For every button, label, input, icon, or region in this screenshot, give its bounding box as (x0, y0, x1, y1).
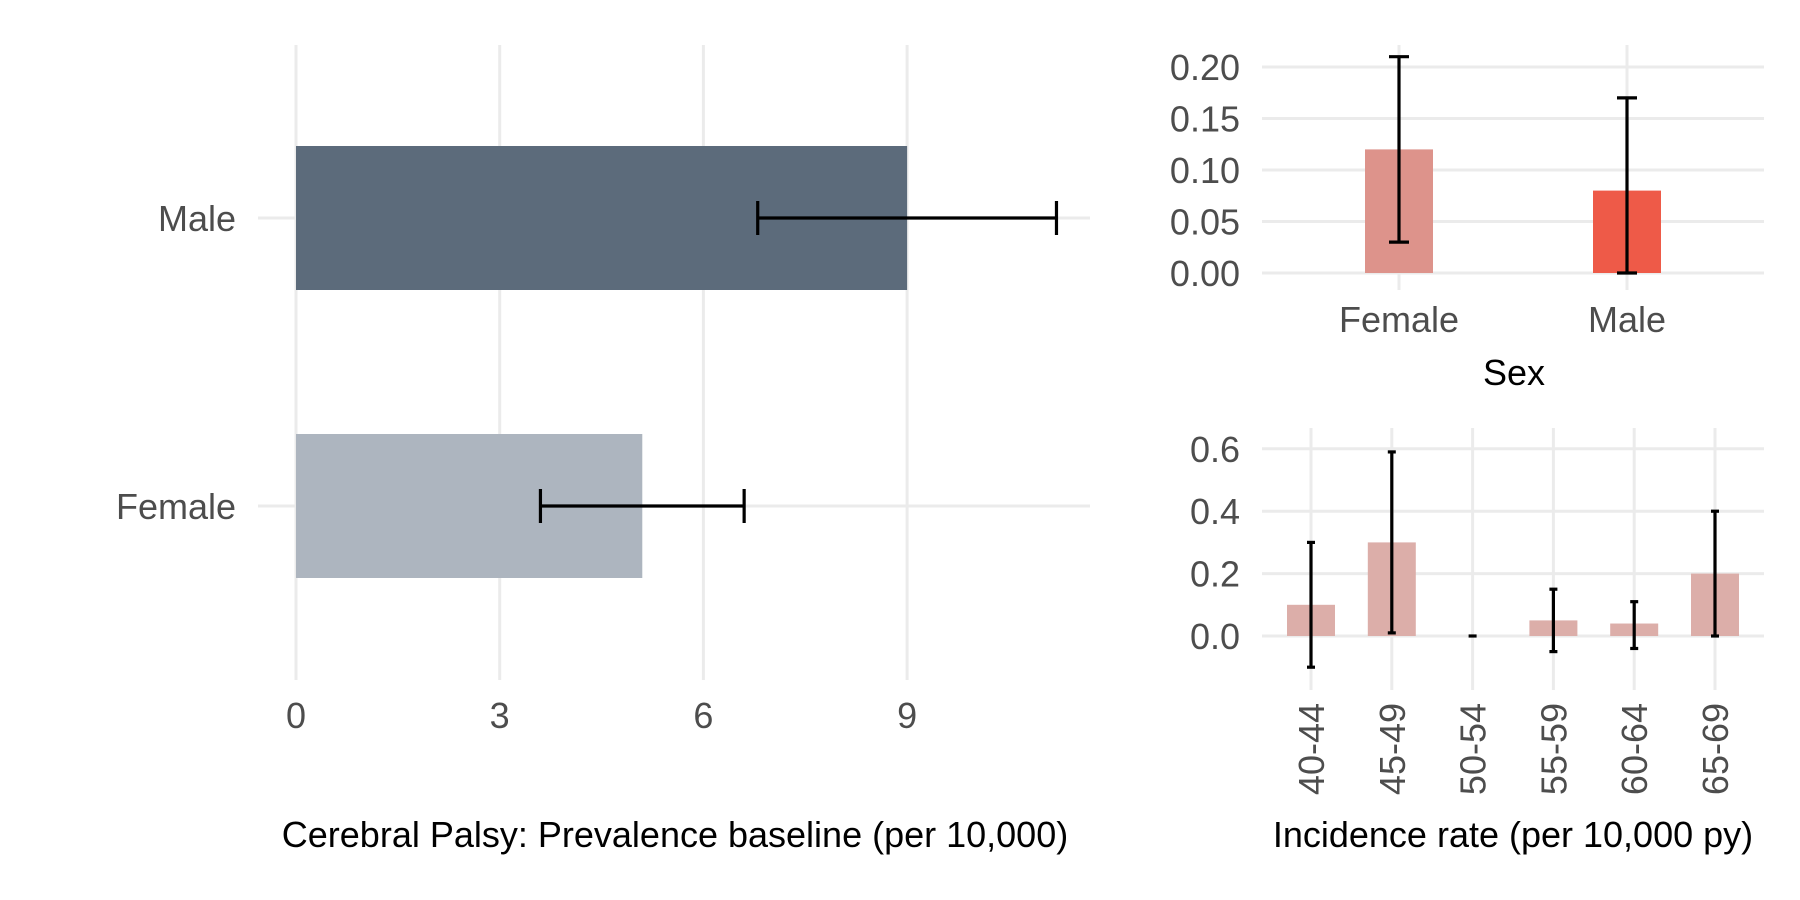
sex-x-axis-title: Sex (1483, 352, 1545, 393)
age-gridlines (1262, 428, 1764, 690)
age-bars (1287, 542, 1739, 636)
age-tick-labels: 0.0 0.2 0.4 0.6 40-44 45-49 50-54 55-59 60-64 65-… (1190, 429, 1736, 795)
age-y-tick-label: 0.0 (1190, 616, 1240, 657)
prevalence-x-tick-label: 3 (490, 695, 510, 736)
age-x-tick-label: 50-54 (1453, 703, 1494, 795)
age-y-tick-label: 0.6 (1190, 429, 1240, 470)
age-x-tick-label: 55-59 (1533, 703, 1574, 795)
sex-y-tick-label: 0.10 (1170, 150, 1240, 191)
prevalence-bars (296, 146, 908, 578)
sex-x-tick-label: Male (1588, 299, 1666, 340)
age-error-bar-55-59 (1549, 587, 1558, 654)
sex-y-tick-label: 0.00 (1170, 253, 1240, 294)
age-y-tick-label: 0.4 (1190, 491, 1240, 532)
incidence-by-age-chart: 0.0 0.2 0.4 0.6 40-44 45-49 50-54 55-59 60-64 65-… (1190, 428, 1764, 855)
sex-y-tick-label: 0.05 (1170, 202, 1240, 243)
prevalence-tick-labels: 0 3 6 9 Male Female (116, 198, 917, 736)
age-y-tick-label: 0.2 (1190, 554, 1240, 595)
prevalence-error-bar-male (756, 201, 1059, 235)
sex-y-tick-label: 0.20 (1170, 47, 1240, 88)
prevalence-x-axis-title: Cerebral Palsy: Prevalence baseline (per… (282, 814, 1068, 855)
prevalence-error-bar-female (538, 489, 746, 523)
age-error-bar-40-44 (1307, 540, 1315, 669)
sex-tick-labels: 0.00 0.05 0.10 0.15 0.20 Female Male (1170, 47, 1666, 340)
age-x-tick-label: 60-64 (1614, 703, 1655, 795)
sex-error-bar-female (1389, 55, 1409, 244)
prevalence-y-tick-label: Female (116, 486, 236, 527)
age-x-tick-label: 45-49 (1372, 703, 1413, 795)
age-error-bar-45-49 (1387, 450, 1396, 635)
sex-y-tick-label: 0.15 (1170, 99, 1240, 140)
sex-gridlines (1262, 45, 1764, 290)
sex-bars (1365, 149, 1661, 273)
prevalence-chart: 0 3 6 9 Male Female Cerebral Palsy: Prevalenc… (116, 45, 1090, 855)
age-x-tick-label: 65-69 (1695, 703, 1736, 795)
prevalence-y-tick-label: Male (158, 198, 236, 239)
age-error-bars (1307, 450, 1719, 669)
sex-error-bars (1389, 55, 1637, 275)
sex-error-bar-male (1617, 96, 1637, 275)
age-error-bar-65-69 (1711, 509, 1719, 638)
sex-x-tick-label: Female (1339, 299, 1459, 340)
age-x-axis-title: Incidence rate (per 10,000 py) (1273, 814, 1753, 855)
prevalence-error-bars (538, 201, 1059, 523)
prevalence-x-tick-label: 9 (897, 695, 917, 736)
age-error-bar-60-64 (1630, 600, 1639, 651)
incidence-by-sex-chart: 0.00 0.05 0.10 0.15 0.20 Female Male Sex (1170, 45, 1764, 393)
prevalence-gridlines (258, 45, 1090, 680)
age-x-tick-label: 40-44 (1291, 703, 1332, 795)
prevalence-x-tick-label: 6 (693, 695, 713, 736)
prevalence-x-tick-label: 0 (286, 695, 306, 736)
